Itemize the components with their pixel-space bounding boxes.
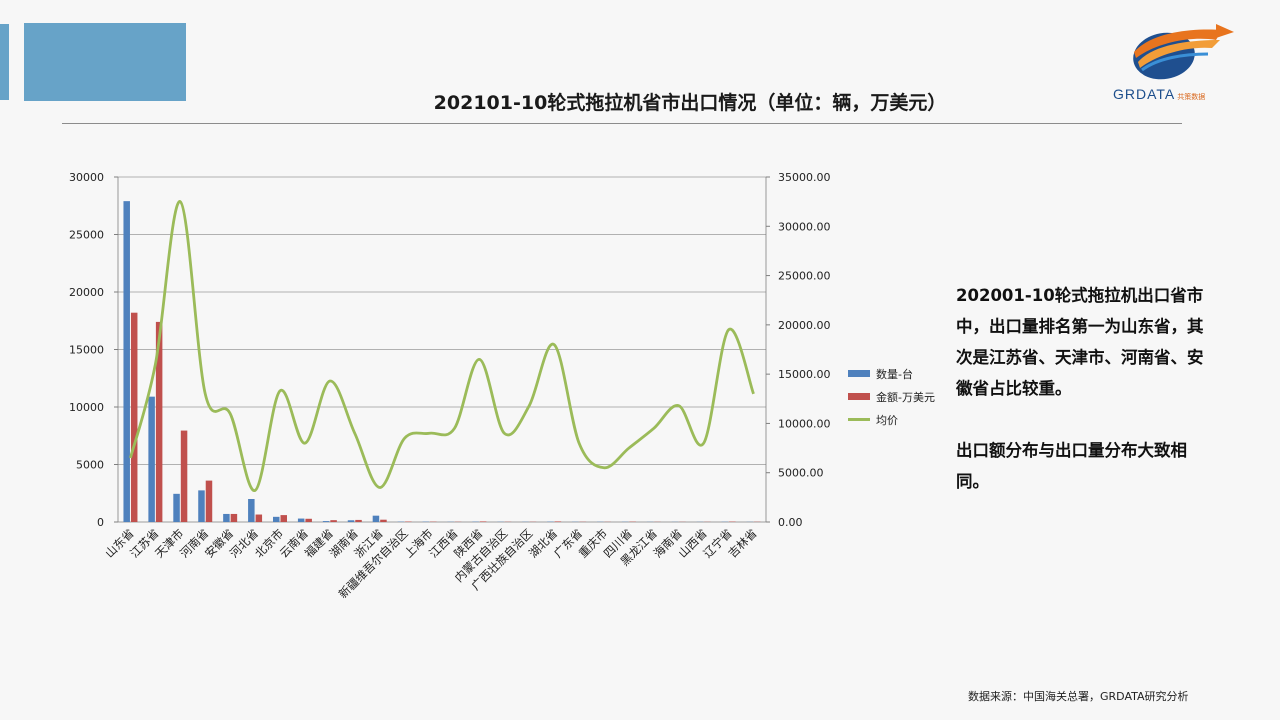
bar-amount (255, 514, 263, 522)
y-left-tick-label: 25000 (69, 229, 104, 242)
y-left-tick-label: 0 (97, 516, 104, 529)
y-right-tick-label: 30000.00 (778, 220, 831, 233)
chart-bars (123, 201, 761, 522)
legend-item-avgprice: 均价 (848, 408, 935, 431)
bar-quantity (123, 201, 130, 522)
y-right-tick-label: 15000.00 (778, 368, 831, 381)
bar-amount (180, 430, 188, 522)
accent-bar-left (0, 24, 9, 100)
legend-item-amount: 金额-万美元 (848, 385, 935, 408)
legend-item-quantity: 数量-台 (848, 362, 935, 385)
bar-amount (205, 480, 213, 522)
legend-label: 数量-台 (876, 367, 913, 381)
grdata-logo (1133, 24, 1234, 80)
bar-quantity (297, 518, 305, 522)
y-left-tick-label: 5000 (76, 459, 104, 472)
legend-label: 金额-万美元 (876, 390, 935, 404)
bar-quantity (148, 396, 155, 522)
bar-amount (330, 520, 337, 522)
bar-quantity (347, 520, 355, 522)
summary-paragraph-1: 202001-10轮式拖拉机出口省市中，出口量排名第一为山东省，其次是江苏省、天… (956, 286, 1204, 398)
summary-paragraph-2: 出口额分布与出口量分布大致相同。 (956, 441, 1187, 491)
source-note: 数据来源：中国海关总署，GRDATA研究分析 (968, 690, 1189, 703)
bar-quantity (322, 521, 330, 522)
bar-quantity (273, 516, 280, 522)
bar-quantity (223, 513, 230, 522)
bar-amount (355, 519, 362, 522)
legend-swatch (848, 418, 870, 421)
y-right-tick-label: 5000.00 (778, 467, 824, 480)
bar-amount (479, 521, 487, 522)
bar-quantity (198, 490, 205, 522)
x-tick-label: 吉林省 (725, 526, 759, 560)
y-left-tick-label: 30000 (69, 171, 104, 184)
bar-amount (380, 519, 387, 522)
legend-swatch (848, 370, 870, 377)
chart: 0 5000 10000 15000 20000 25000 30000 0.00 5000.… (69, 171, 831, 601)
bar-quantity (173, 493, 180, 522)
y-right-tick-label: 10000.00 (778, 417, 831, 430)
bar-quantity (248, 499, 255, 522)
bar-amount (230, 513, 238, 522)
y-right-tick-label: 0.00 (778, 516, 803, 529)
y-right-ticks: 0.00 5000.00 10000.00 15000.00 20000.00 25000… (766, 171, 831, 529)
y-left-ticks: 0 5000 10000 15000 20000 25000 30000 (69, 171, 118, 529)
y-left-tick-label: 20000 (69, 286, 104, 299)
page-title: 202101-10轮式拖拉机省市出口情况（单位：辆，万美元） (433, 92, 947, 114)
summary-text: 202001-10轮式拖拉机出口省市中，出口量排名第一为山东省，其次是江苏省、天… (956, 280, 1216, 497)
legend-swatch (848, 393, 870, 400)
y-right-tick-label: 25000.00 (778, 270, 831, 283)
accent-block (24, 23, 186, 101)
title-divider (62, 123, 1182, 124)
legend-label: 均价 (876, 413, 898, 427)
chart-legend: 数量-台 金额-万美元 均价 (848, 362, 935, 431)
bar-amount (280, 515, 287, 522)
bar-quantity (372, 515, 380, 522)
line-avg-price (129, 200, 755, 492)
chart-line (129, 200, 755, 492)
bar-amount (155, 321, 163, 522)
bar-amount (305, 518, 312, 522)
y-right-tick-label: 35000.00 (778, 171, 831, 184)
y-left-tick-label: 15000 (69, 344, 104, 357)
x-tick-labels: 山东省江苏省天津市河南省安徽省河北省北京市云南省福建省湖南省浙江省新疆维吾尔自治… (102, 526, 759, 601)
bar-amount (130, 312, 138, 522)
logo-text: GRDATA 共策数据 (1113, 86, 1206, 102)
bar-amount (554, 521, 562, 522)
y-right-tick-label: 20000.00 (778, 319, 831, 332)
chart-grid (118, 176, 766, 523)
y-left-tick-label: 10000 (69, 401, 104, 414)
